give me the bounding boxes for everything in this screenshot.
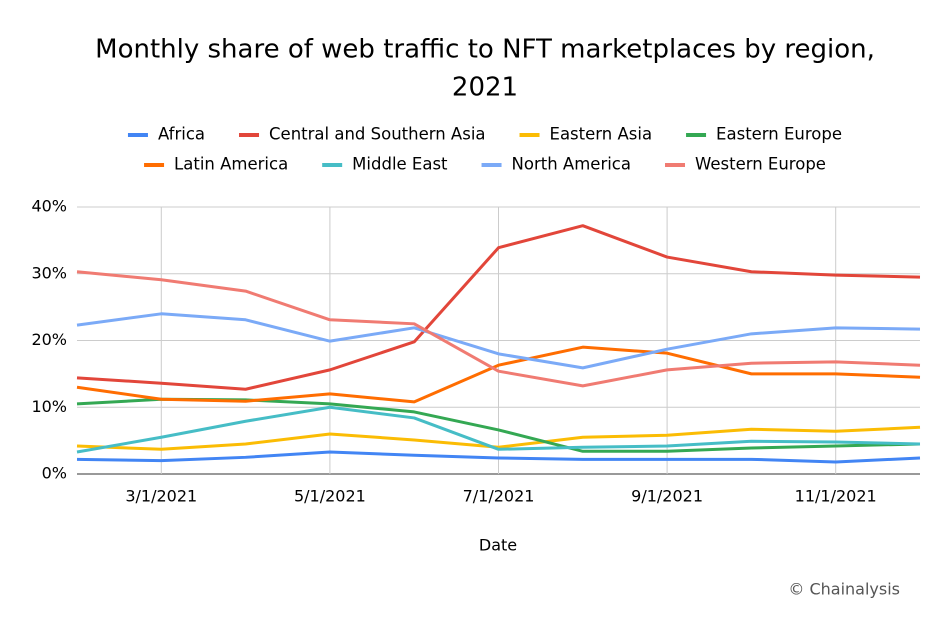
y-tick-label: 20%: [31, 330, 67, 349]
legend-label: Latin America: [174, 155, 288, 174]
y-tick-label: 40%: [31, 197, 67, 216]
x-tick-label: 11/1/2021: [795, 487, 877, 506]
legend-label: Africa: [158, 125, 205, 144]
legend-row: Africa Central and Southern Asia Eastern A…: [127, 125, 842, 144]
legend-label: North America: [512, 155, 631, 174]
y-tick-label: 10%: [31, 397, 67, 416]
series-line: [76, 450, 921, 464]
source: © Chainalysis: [788, 580, 900, 599]
x-tick-label: 7/1/2021: [463, 487, 535, 506]
legend-row: Latin America Middle East North America Wes…: [144, 155, 826, 174]
series-line: [76, 312, 921, 370]
legend-label: Eastern Asia: [550, 125, 653, 144]
series-line: [76, 270, 921, 388]
legend-label: Central and Southern Asia: [269, 125, 486, 144]
x-tick-label: 9/1/2021: [631, 487, 703, 506]
chart-subtitle: 2021: [452, 73, 518, 103]
x-tick-label: 5/1/2021: [294, 487, 366, 506]
y-tick-label: 30%: [31, 263, 67, 282]
x-axis-label: Date: [479, 536, 517, 555]
y-tick-label: 0%: [42, 464, 67, 483]
legend-label: Middle East: [352, 155, 448, 174]
series-line: [76, 425, 921, 451]
series-line: [76, 405, 921, 454]
x-tick-label: 3/1/2021: [125, 487, 197, 506]
series-line: [76, 345, 921, 404]
legend-label: Western Europe: [695, 155, 826, 174]
series-line: [76, 224, 921, 391]
chart-title: Monthly share of web traffic to NFT mark…: [95, 35, 875, 65]
legend-label: Eastern Europe: [716, 125, 842, 144]
